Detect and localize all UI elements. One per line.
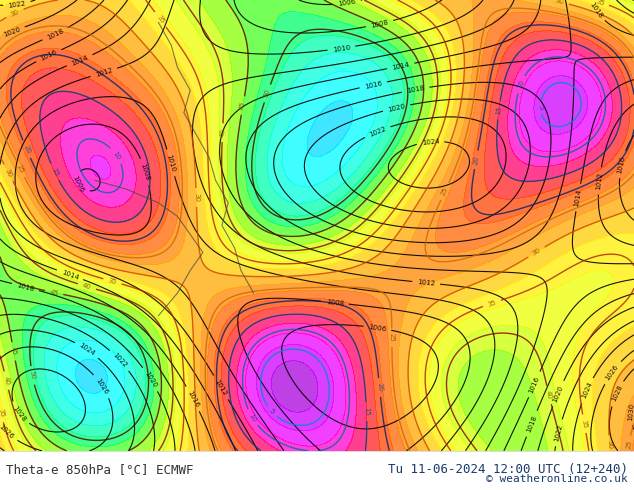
Text: 1026: 1026 xyxy=(0,423,15,440)
Text: 1018: 1018 xyxy=(526,414,538,433)
Text: 1008: 1008 xyxy=(370,19,389,29)
Text: Theta-e 850hPa [°C] ECMWF: Theta-e 850hPa [°C] ECMWF xyxy=(6,463,194,476)
Text: 15: 15 xyxy=(50,167,59,177)
Text: 1020: 1020 xyxy=(3,26,21,38)
Text: 45: 45 xyxy=(10,346,17,356)
Text: 1028: 1028 xyxy=(611,384,623,403)
Text: 1018: 1018 xyxy=(406,85,425,94)
Text: 35: 35 xyxy=(155,14,165,25)
Text: 35: 35 xyxy=(107,277,117,286)
Text: 10: 10 xyxy=(247,412,257,423)
Text: 20: 20 xyxy=(22,144,31,154)
Text: 1016: 1016 xyxy=(186,390,200,408)
Text: 1016: 1016 xyxy=(364,80,383,90)
Text: 1024: 1024 xyxy=(581,381,593,400)
Text: 1010: 1010 xyxy=(617,155,626,174)
Text: 1006: 1006 xyxy=(72,174,85,194)
Text: 1008: 1008 xyxy=(139,162,151,181)
Text: 30: 30 xyxy=(193,193,200,202)
Text: 30: 30 xyxy=(10,8,20,18)
Text: 10: 10 xyxy=(517,79,526,90)
Text: 1026: 1026 xyxy=(605,364,620,381)
Text: 1016: 1016 xyxy=(528,375,541,394)
Text: 1014: 1014 xyxy=(574,188,583,207)
Text: 1022: 1022 xyxy=(8,0,26,9)
Text: 1012: 1012 xyxy=(214,378,228,397)
Text: 30: 30 xyxy=(531,247,542,257)
Text: 1028: 1028 xyxy=(11,405,27,423)
Text: 5: 5 xyxy=(538,105,544,109)
Text: 1024: 1024 xyxy=(78,343,96,357)
Text: 30: 30 xyxy=(555,0,565,5)
Text: 1020: 1020 xyxy=(387,103,406,113)
Text: 35: 35 xyxy=(581,419,588,429)
Text: 1024: 1024 xyxy=(422,138,439,146)
Text: 40: 40 xyxy=(545,390,553,400)
Text: 1016: 1016 xyxy=(39,49,58,62)
Text: 40: 40 xyxy=(3,375,10,386)
Text: 5: 5 xyxy=(268,408,276,415)
Text: 20: 20 xyxy=(376,383,383,392)
Text: 45: 45 xyxy=(239,101,247,110)
Text: 1022: 1022 xyxy=(112,352,128,369)
Text: 30: 30 xyxy=(4,168,13,178)
Text: 1014: 1014 xyxy=(61,269,79,281)
Text: 35: 35 xyxy=(487,299,497,308)
Text: © weatheronline.co.uk: © weatheronline.co.uk xyxy=(486,474,628,484)
Text: 1022: 1022 xyxy=(368,125,387,138)
Text: 25: 25 xyxy=(625,440,633,449)
Text: 15: 15 xyxy=(495,105,502,115)
Text: 50: 50 xyxy=(29,370,36,380)
Text: 1010: 1010 xyxy=(165,153,176,172)
Text: 50: 50 xyxy=(263,88,271,98)
Text: 1030: 1030 xyxy=(627,402,634,421)
Text: 1022: 1022 xyxy=(553,423,564,442)
Text: 1006: 1006 xyxy=(368,324,387,332)
Text: 1012: 1012 xyxy=(417,279,436,287)
Text: 45: 45 xyxy=(49,289,59,296)
Text: 1010: 1010 xyxy=(332,44,351,52)
Text: 1018: 1018 xyxy=(16,282,35,292)
Text: 40: 40 xyxy=(82,282,92,291)
Text: 1008: 1008 xyxy=(326,299,344,307)
Text: 1014: 1014 xyxy=(70,54,89,67)
Text: 1012: 1012 xyxy=(94,67,113,78)
Text: 1018: 1018 xyxy=(588,0,604,19)
Text: 25: 25 xyxy=(389,333,395,342)
Text: 1012: 1012 xyxy=(595,172,604,190)
Text: 35: 35 xyxy=(595,0,605,6)
Text: 1026: 1026 xyxy=(94,377,110,395)
Text: 1018: 1018 xyxy=(46,27,65,41)
Text: 40: 40 xyxy=(219,128,226,137)
Text: Tu 11-06-2024 12:00 UTC (12+240): Tu 11-06-2024 12:00 UTC (12+240) xyxy=(387,463,628,476)
Text: 15: 15 xyxy=(363,407,370,416)
Text: 1020: 1020 xyxy=(143,370,158,389)
Text: 25: 25 xyxy=(16,164,25,174)
Text: 30: 30 xyxy=(606,440,612,449)
Text: 1006: 1006 xyxy=(338,0,356,7)
Text: 35: 35 xyxy=(0,408,5,418)
Text: 25: 25 xyxy=(441,186,450,196)
Text: 1020: 1020 xyxy=(552,384,564,403)
Text: 20: 20 xyxy=(472,155,480,165)
Text: 10: 10 xyxy=(112,150,122,161)
Text: 1014: 1014 xyxy=(391,61,410,71)
